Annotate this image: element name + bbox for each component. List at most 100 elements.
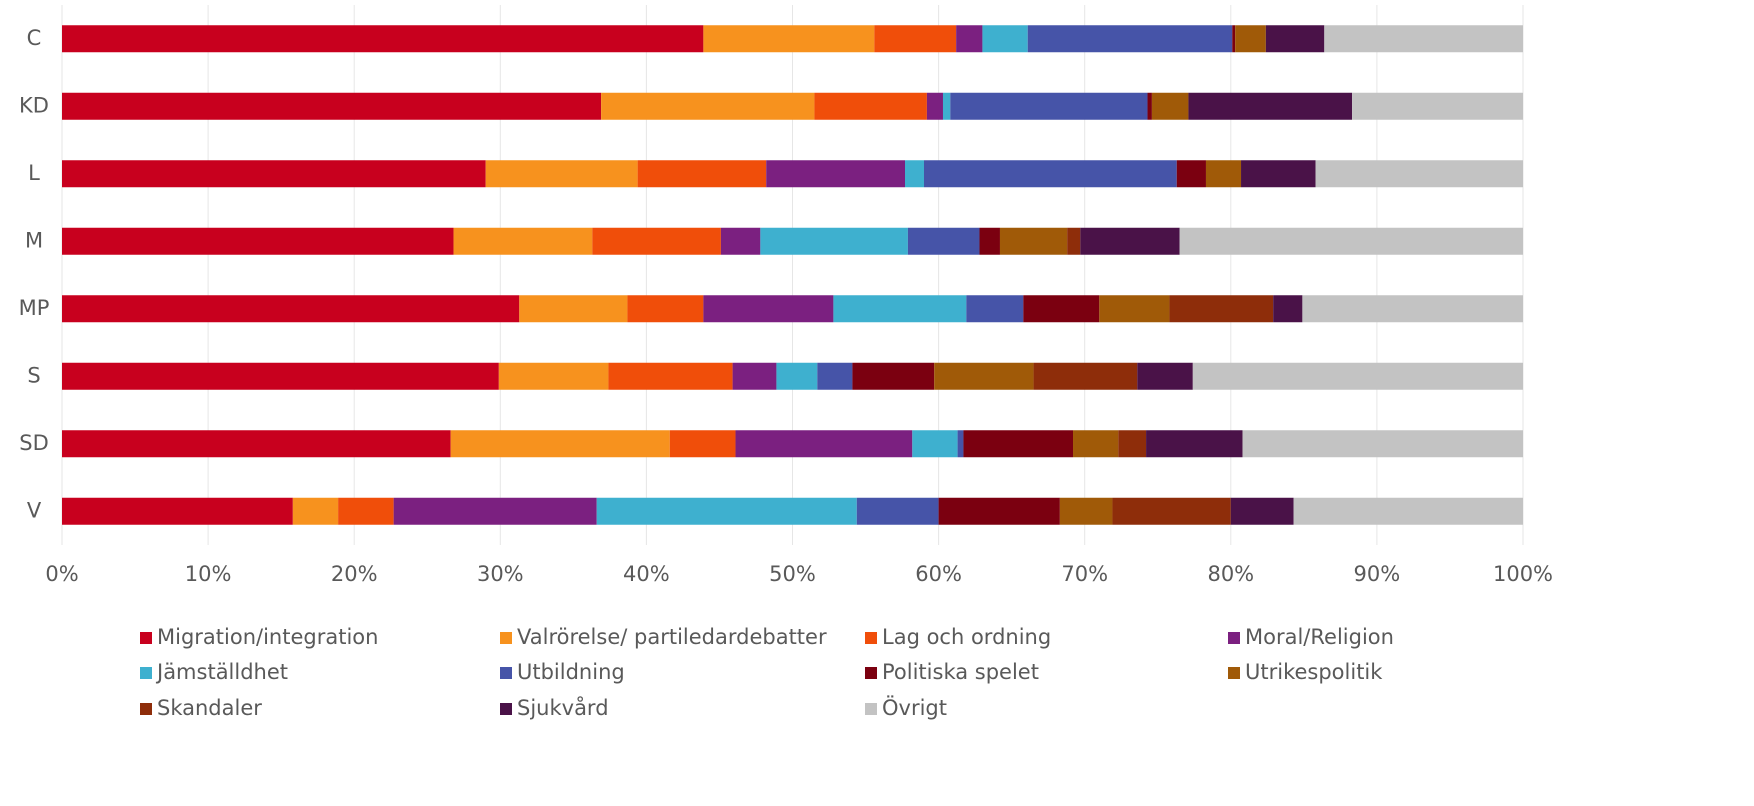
y-tick-label: L bbox=[28, 161, 40, 185]
bar-segment bbox=[498, 362, 609, 390]
bar-segment bbox=[1241, 160, 1316, 188]
bar-segment bbox=[596, 497, 857, 525]
y-tick-label: M bbox=[25, 228, 43, 252]
bar-segment bbox=[982, 25, 1028, 53]
bar-segment bbox=[1230, 497, 1294, 525]
bar-segment bbox=[62, 295, 520, 323]
legend-label: Migration/integration bbox=[157, 625, 378, 649]
bar-segment bbox=[608, 362, 733, 390]
bar-segment bbox=[856, 497, 939, 525]
bar-segment bbox=[1192, 362, 1523, 390]
bar-segment bbox=[979, 227, 1000, 255]
bar-segment bbox=[907, 227, 980, 255]
bar-segment bbox=[453, 227, 593, 255]
x-tick-label: 60% bbox=[915, 562, 962, 586]
x-tick-label: 100% bbox=[1493, 562, 1553, 586]
y-tick-label: V bbox=[27, 498, 42, 522]
bar-segment bbox=[957, 430, 964, 458]
bar-segment bbox=[62, 430, 451, 458]
x-tick-label: 20% bbox=[331, 562, 378, 586]
bar-segment bbox=[1027, 25, 1233, 53]
x-tick-label: 90% bbox=[1354, 562, 1401, 586]
bar-segment bbox=[450, 430, 670, 458]
bar-segment bbox=[776, 362, 818, 390]
bar-segment bbox=[934, 362, 1034, 390]
bar-segment bbox=[766, 160, 905, 188]
bar-segment bbox=[720, 227, 761, 255]
bar-segment bbox=[956, 25, 983, 53]
bar-segment bbox=[1023, 295, 1100, 323]
legend-label: Jämställdhet bbox=[155, 660, 288, 684]
bar-segment bbox=[1137, 362, 1193, 390]
x-tick-label: 40% bbox=[623, 562, 670, 586]
bar-segment bbox=[852, 362, 935, 390]
legend-label: Utbildning bbox=[517, 660, 625, 684]
legend-swatch bbox=[500, 703, 512, 715]
bar-segment bbox=[817, 362, 853, 390]
legend-swatch bbox=[1228, 667, 1240, 679]
bar-segment bbox=[1176, 160, 1206, 188]
bar-segment bbox=[62, 25, 704, 53]
bar-segment bbox=[1146, 430, 1243, 458]
legend-label: Moral/Religion bbox=[1245, 625, 1394, 649]
legend-label: Valrörelse/ partiledardebatter bbox=[517, 625, 827, 649]
bar-segment bbox=[1235, 25, 1266, 53]
x-tick-label: 30% bbox=[477, 562, 524, 586]
bar-segment bbox=[833, 295, 967, 323]
y-tick-label: MP bbox=[19, 296, 50, 320]
bar-segment bbox=[1293, 497, 1523, 525]
bar-segment bbox=[292, 497, 339, 525]
bar-segment bbox=[519, 295, 628, 323]
bar-segment bbox=[1118, 430, 1147, 458]
bar-segment bbox=[1067, 227, 1081, 255]
bar-segment bbox=[592, 227, 721, 255]
bar-segment bbox=[601, 92, 815, 120]
bar-segment bbox=[966, 295, 1024, 323]
x-tick-label: 10% bbox=[185, 562, 232, 586]
bar-segment bbox=[1273, 295, 1303, 323]
legend-swatch bbox=[865, 667, 877, 679]
legend-swatch bbox=[865, 632, 877, 644]
bar-segment bbox=[62, 497, 293, 525]
bar-segment bbox=[1302, 295, 1523, 323]
bar-segment bbox=[963, 430, 1074, 458]
y-tick-label: KD bbox=[19, 93, 49, 117]
bar-segment bbox=[735, 430, 913, 458]
bar-segment bbox=[62, 362, 499, 390]
bar-segment bbox=[1169, 295, 1274, 323]
bar-segment bbox=[1205, 160, 1242, 188]
legend-swatch bbox=[140, 632, 152, 644]
bar-segment bbox=[1324, 25, 1523, 53]
bar-segment bbox=[1188, 92, 1353, 120]
bar-segment bbox=[62, 92, 602, 120]
bar-segment bbox=[912, 430, 958, 458]
bar-segment bbox=[1073, 430, 1119, 458]
legend-label: Övrigt bbox=[882, 695, 947, 720]
x-tick-label: 70% bbox=[1061, 562, 1108, 586]
bar-segment bbox=[1179, 227, 1523, 255]
bar-segment bbox=[1315, 160, 1523, 188]
legend-label: Utrikespolitik bbox=[1245, 660, 1383, 684]
legend-swatch bbox=[500, 667, 512, 679]
bar-segment bbox=[874, 25, 957, 53]
bar-segment bbox=[703, 25, 875, 53]
bar-segment bbox=[1352, 92, 1523, 120]
x-tick-label: 0% bbox=[45, 562, 78, 586]
bar-segment bbox=[637, 160, 767, 188]
bar-segment bbox=[703, 295, 834, 323]
bar-segment bbox=[950, 92, 1148, 120]
y-tick-label: SD bbox=[19, 431, 49, 455]
legend-label: Sjukvård bbox=[517, 695, 609, 720]
bar-segment bbox=[1147, 92, 1152, 120]
bar-segment bbox=[1242, 430, 1523, 458]
bar-segment bbox=[904, 160, 924, 188]
bar-segment bbox=[1112, 497, 1231, 525]
bar-segment bbox=[938, 497, 1060, 525]
legend-swatch bbox=[140, 703, 152, 715]
bar-segment bbox=[393, 497, 597, 525]
bar-segment bbox=[999, 227, 1068, 255]
bar-segment bbox=[62, 227, 454, 255]
y-tick-label: S bbox=[27, 363, 40, 387]
bar-segment bbox=[62, 160, 486, 188]
